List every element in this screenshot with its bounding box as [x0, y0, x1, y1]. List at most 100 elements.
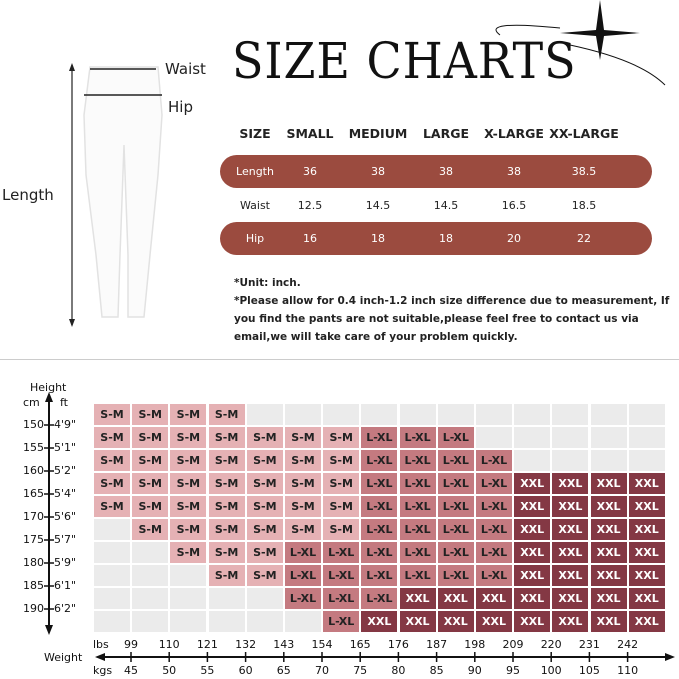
grid-cell-s-m: S-M [170, 519, 207, 540]
unit-note: *Unit: inch. [234, 277, 301, 289]
grid-cell-empty [514, 404, 551, 425]
grid-cell-s-m: S-M [208, 427, 245, 448]
grid-cell-l-xl: L-XL [476, 542, 512, 563]
grid-cell-l-xl: L-XL [399, 450, 436, 471]
grid-cell-s-m: S-M [132, 473, 169, 494]
grid-cell-s-m: S-M [208, 542, 245, 563]
grid-cell-s-m: S-M [132, 519, 169, 540]
grid-cell-xxl: XXL [590, 473, 627, 494]
grid-cell-xxl: XXL [628, 611, 665, 632]
size-value: 16.5 [501, 199, 527, 212]
grid-cell-xxl: XXL [552, 496, 589, 517]
grid-cell-s-m: S-M [132, 404, 169, 425]
size-row-label: Waist [239, 199, 270, 212]
ft-tick-label: 5'2" [54, 464, 77, 477]
grid-cell-empty [590, 450, 627, 471]
grid-cell-xxl: XXL [399, 611, 436, 632]
grid-cell-xxl: XXL [590, 496, 627, 517]
lbs-tick-label: 198 [464, 638, 486, 651]
waist-label: Waist [165, 60, 206, 78]
grid-cell-s-m: S-M [323, 450, 360, 471]
grid-cell-xxl: XXL [552, 611, 589, 632]
grid-cell-l-xl: L-XL [399, 519, 436, 540]
grid-cell-xxl: XXL [590, 565, 627, 586]
ft-tick-label: 4'9" [54, 418, 77, 431]
note-line-3: email,we will take care of your problem … [234, 331, 518, 343]
cm-tick-label: 165 [23, 487, 44, 500]
kgs-tick-label: 85 [429, 664, 444, 677]
grid-cell-empty [132, 542, 169, 563]
grid-cell-xxl: XXL [437, 611, 474, 632]
grid-cell-xxl: XXL [476, 611, 512, 632]
ft-tick-label: 5'1" [54, 441, 77, 454]
size-value: 20 [507, 232, 521, 245]
grid-cell-l-xl: L-XL [399, 427, 436, 448]
grid-cell-empty [94, 519, 130, 540]
grid-cell-s-m: S-M [246, 542, 283, 563]
grid-cell-empty [94, 588, 130, 609]
grid-cell-l-xl: L-XL [323, 542, 360, 563]
grid-cell-xxl: XXL [628, 588, 665, 609]
grid-cell-l-xl: L-XL [437, 565, 474, 586]
grid-cell-xxl: XXL [552, 473, 589, 494]
grid-cell-s-m: S-M [208, 450, 245, 471]
kgs-tick-label: 100 [540, 664, 562, 677]
grid-cell-empty [323, 404, 360, 425]
grid-cell-xxl: XXL [437, 588, 474, 609]
size-header: SMALL [286, 126, 334, 141]
grid-cell-xxl: XXL [590, 611, 627, 632]
grid-cell-empty [94, 611, 130, 632]
kgs-tick-label: 50 [162, 664, 177, 677]
ft-tick-label: 5'9" [54, 556, 77, 569]
grid-cell-empty [132, 588, 169, 609]
grid-cell-xxl: XXL [514, 565, 551, 586]
size-row-label: Length [236, 165, 274, 178]
grid-cell-l-xl: L-XL [476, 519, 512, 540]
grid-cell-s-m: S-M [170, 427, 207, 448]
grid-cell-l-xl: L-XL [323, 611, 360, 632]
lbs-tick-label: 209 [502, 638, 524, 651]
kgs-tick-label: 80 [391, 664, 406, 677]
grid-cell-l-xl: L-XL [437, 496, 474, 517]
size-header: XX-LARGE [549, 126, 619, 141]
size-value: 18.5 [571, 199, 597, 212]
grid-cell-xxl: XXL [628, 565, 665, 586]
cm-label: cm [23, 396, 40, 409]
cm-tick-label: 185 [23, 579, 44, 592]
grid-cell-empty [590, 404, 627, 425]
cm-tick-label: 155 [23, 441, 44, 454]
grid-cell-xxl: XXL [514, 542, 551, 563]
kgs-tick-label: 75 [353, 664, 368, 677]
leggings-diagram [69, 63, 163, 327]
lbs-tick-label: 176 [387, 638, 409, 651]
cm-tick-label: 150 [23, 418, 44, 431]
size-value: 14.5 [433, 199, 459, 212]
grid-cell-xxl: XXL [552, 588, 589, 609]
kgs-tick-label: 95 [506, 664, 520, 677]
grid-cell-xxl: XXL [552, 542, 589, 563]
grid-cell-empty [476, 427, 512, 448]
size-header: LARGE [422, 126, 470, 141]
cm-tick-label: 170 [23, 510, 44, 523]
grid-cell-xxl: XXL [514, 588, 551, 609]
kgs-tick-label: 110 [617, 664, 639, 677]
grid-cell-l-xl: L-XL [285, 542, 321, 563]
lbs-label: lbs [93, 638, 109, 651]
note-line-1: *Please allow for 0.4 inch-1.2 inch size… [234, 295, 670, 307]
lbs-tick-label: 231 [578, 638, 600, 651]
grid-cell-empty [628, 404, 665, 425]
grid-cell-l-xl: L-XL [361, 427, 398, 448]
size-value: 16 [303, 232, 317, 245]
grid-cell-xxl: XXL [590, 588, 627, 609]
grid-cell-s-m: S-M [94, 496, 130, 517]
grid-cell-s-m: S-M [246, 496, 283, 517]
grid-cell-empty [437, 404, 474, 425]
grid-cell-empty [476, 404, 512, 425]
grid-cell-l-xl: L-XL [476, 496, 512, 517]
cm-tick-label: 175 [23, 533, 44, 546]
grid-cell-s-m: S-M [285, 496, 321, 517]
grid-cell-l-xl: L-XL [361, 496, 398, 517]
grid-cell-l-xl: L-XL [323, 588, 360, 609]
grid-cell-s-m: S-M [208, 565, 245, 586]
grid-cell-s-m: S-M [285, 519, 321, 540]
